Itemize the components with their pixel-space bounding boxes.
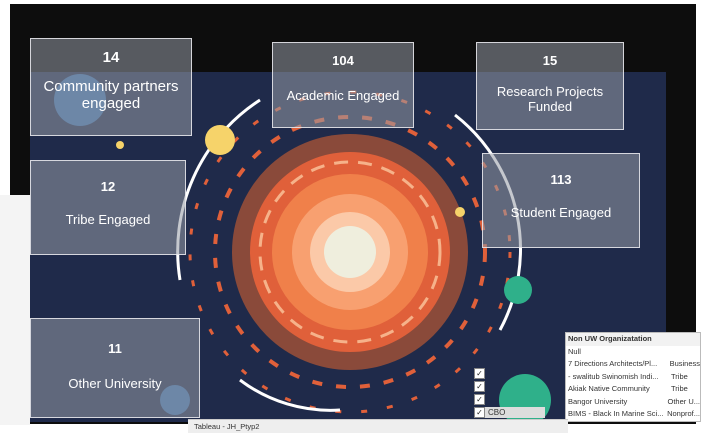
checkbox[interactable]: ✓	[474, 368, 485, 379]
dropdown-row[interactable]: Bangor University Other U...	[566, 396, 700, 409]
organization-type: Tribe	[671, 384, 688, 393]
organization-name: 7 Directions Architects/Pl...	[568, 359, 658, 368]
kpi-value: 104	[332, 53, 354, 68]
organization-type: Other U...	[667, 396, 700, 406]
organization-name: Bangor University	[568, 396, 628, 406]
checkbox-group: ✓ ✓ ✓ ✓ CBO	[474, 368, 546, 418]
kpi-card: 14 Community partners engaged	[30, 38, 192, 136]
side-panel	[0, 195, 30, 425]
kpi-card: 113 Student Engaged	[482, 153, 640, 248]
kpi-card: 11 Other University	[30, 318, 200, 418]
organization-name: Null	[568, 346, 581, 356]
checkbox[interactable]: ✓	[474, 381, 485, 392]
organization-name: - swalitub Swinomish Indi...	[568, 371, 659, 381]
organization-name: BIMS - Black In Marine Sci...	[568, 409, 664, 418]
dropdown-list: Non UW Organizatation Null 7 Directions A…	[565, 332, 701, 422]
kpi-label: Tribe Engaged	[65, 212, 151, 227]
dropdown-row[interactable]: Akiak Native Community Tribe	[566, 383, 700, 396]
kpi-card: 15 Research Projects Funded	[476, 42, 624, 130]
kpi-card: 12 Tribe Engaged	[30, 160, 186, 255]
kpi-label: Community partners engaged	[43, 78, 179, 112]
kpi-label: Research Projects Funded	[496, 84, 604, 114]
kpi-value: 12	[100, 179, 116, 194]
kpi-value: 113	[550, 172, 572, 187]
organization-type: Business	[669, 359, 700, 368]
kpi-label: Student Engaged	[510, 205, 612, 220]
kpi-value: 15	[542, 53, 558, 68]
kpi-card: 104 Academic Engaged	[272, 42, 414, 128]
dropdown-rows: Null 7 Directions Architects/Pl... Busines…	[566, 346, 700, 421]
organization-type: Tribe	[671, 371, 688, 381]
organization-name: Akiak Native Community	[568, 384, 650, 393]
organization-type: Nonprof...	[667, 409, 700, 418]
dropdown-header: Non UW Organizatation	[566, 333, 700, 346]
dropdown-row[interactable]: Null	[566, 346, 700, 359]
dropdown-row[interactable]: BIMS - Black In Marine Sci... Nonprof...	[566, 408, 700, 421]
checkbox-row[interactable]: ✓ CBO	[474, 407, 546, 418]
checkbox[interactable]: ✓	[474, 407, 485, 418]
checkbox-label: CBO	[488, 408, 506, 417]
kpi-value: 11	[108, 341, 122, 356]
dropdown-row[interactable]: - swalitub Swinomish Indi... Tribe	[566, 371, 700, 384]
checkbox[interactable]: ✓	[474, 394, 485, 405]
sun	[176, 90, 522, 414]
kpi-label: Other University	[68, 376, 162, 391]
dropdown-row[interactable]: 7 Directions Architects/Pl... Business	[566, 358, 700, 371]
kpi-value: 14	[102, 49, 120, 66]
taskbar: Tableau - JH_Ptyp2	[188, 419, 568, 433]
kpi-label: Academic Engaged	[286, 88, 400, 103]
taskbar-title[interactable]: Tableau - JH_Ptyp2	[194, 422, 260, 431]
